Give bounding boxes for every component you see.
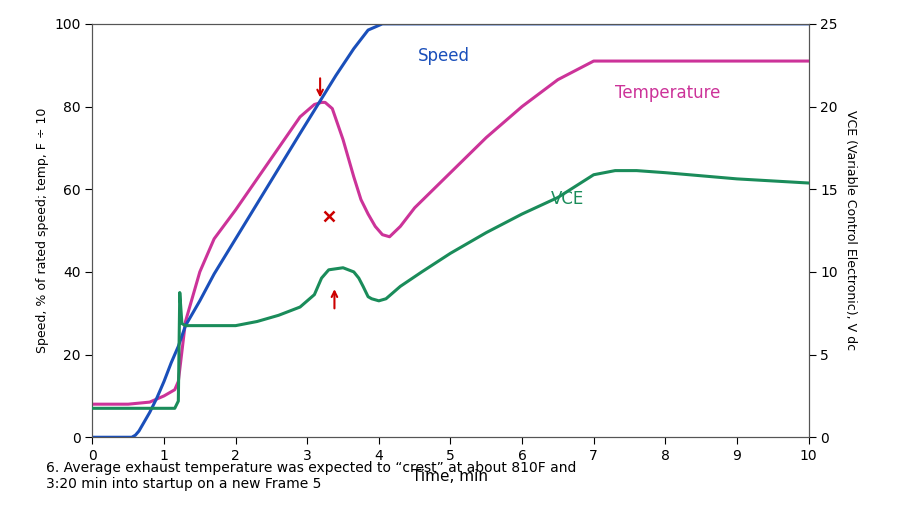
- Text: VCE: VCE: [551, 190, 584, 208]
- Text: 6. Average exhaust temperature was expected to “crest” at about 810F and
3:20 mi: 6. Average exhaust temperature was expec…: [46, 461, 577, 491]
- Y-axis label: VCE (Variable Control Electronic), V dc: VCE (Variable Control Electronic), V dc: [845, 110, 857, 351]
- X-axis label: Time, min: Time, min: [412, 469, 489, 483]
- Text: Temperature: Temperature: [615, 84, 721, 102]
- Y-axis label: Speed, % of rated speed; temp, F ÷ 10: Speed, % of rated speed; temp, F ÷ 10: [36, 108, 49, 353]
- Text: Speed: Speed: [419, 47, 470, 65]
